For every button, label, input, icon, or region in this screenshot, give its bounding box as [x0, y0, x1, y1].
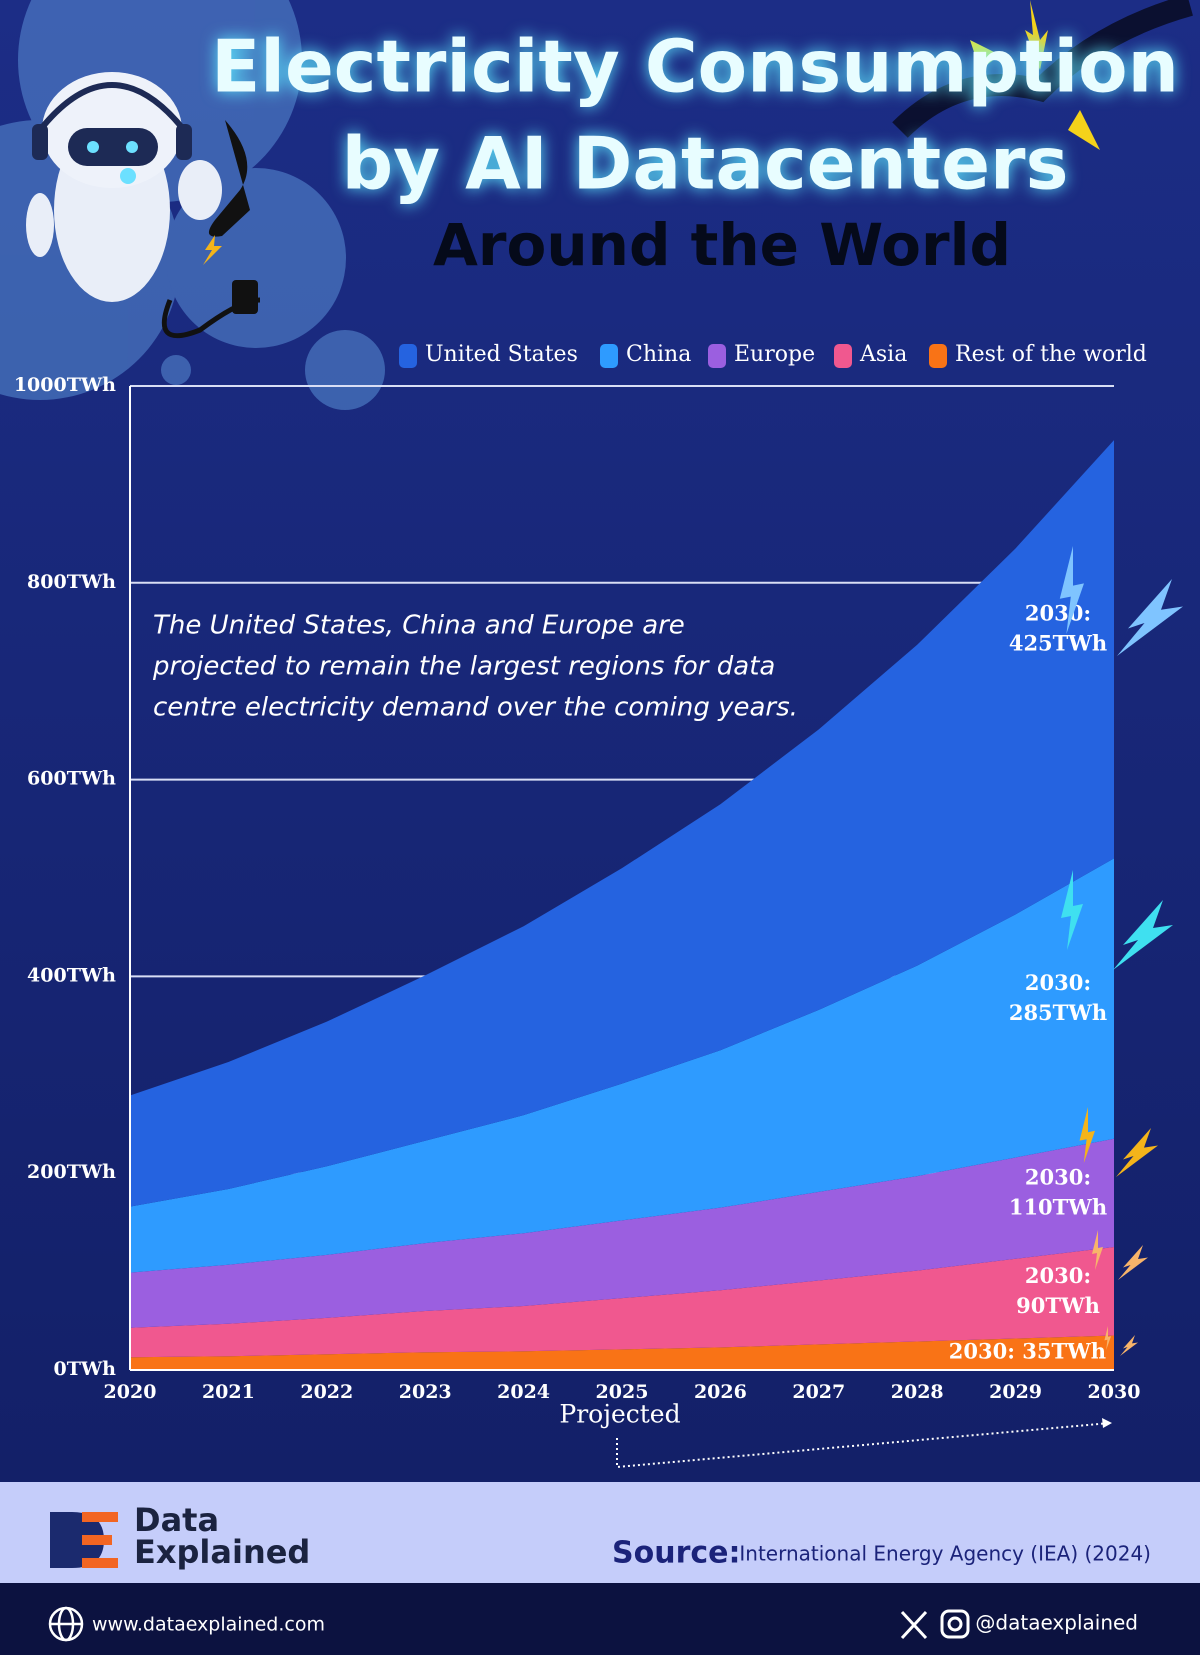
brand-line1: Data	[134, 1501, 219, 1539]
area	[130, 1138, 1114, 1328]
y-tick-label: 1000TWh	[14, 374, 116, 396]
globe-icon	[48, 1606, 84, 1642]
x-tick-label: 2026	[694, 1381, 747, 1403]
title-line1: Electricity Consumption	[211, 25, 1179, 109]
x-tick-label: 2020	[104, 1381, 157, 1403]
end-label: 2030: 35TWh	[949, 1338, 1106, 1363]
x-tick-label: 2023	[399, 1381, 452, 1403]
bolt	[1092, 1230, 1103, 1270]
x-tick-label: 2027	[792, 1381, 845, 1403]
y-tick-label: 600TWh	[27, 768, 116, 790]
legend-swatch	[600, 344, 618, 368]
x-tick-label: 2021	[202, 1381, 255, 1403]
y-tick-label: 200TWh	[27, 1161, 116, 1183]
area	[130, 440, 1114, 1207]
bolt	[1059, 546, 1084, 634]
footer-bar	[0, 1583, 1200, 1655]
projected-label: Projected	[559, 1400, 680, 1429]
x-tick-label: 2029	[989, 1381, 1042, 1403]
y-tick-label: 400TWh	[27, 964, 116, 986]
legend-label: United States	[425, 342, 578, 367]
bolt	[1117, 579, 1183, 656]
bolt	[1061, 870, 1083, 950]
footer-band	[0, 1482, 1200, 1583]
legend-swatch	[834, 344, 852, 368]
end-label: 285TWh	[1009, 1000, 1107, 1025]
end-label: 2030:	[1025, 601, 1091, 626]
note: projected to remain the largest regions …	[152, 652, 775, 682]
subtitle: Around the World	[433, 211, 1011, 279]
x-tick-label: 2030	[1088, 1381, 1141, 1403]
legend-label: Asia	[859, 342, 907, 367]
chart: 0TWh 200TWh 400TWh 600TWh 800TWh 1000TWh 2030:…	[14, 342, 1183, 1429]
x-tick-label: 2025	[596, 1381, 649, 1403]
legend-swatch	[929, 344, 947, 368]
projected-arrow	[616, 1418, 1112, 1469]
brand-line2: Explained	[134, 1533, 310, 1571]
bolt	[1118, 1245, 1148, 1280]
decor-bolts	[892, 0, 1193, 150]
x-tick-label: 2022	[300, 1381, 353, 1403]
area	[130, 858, 1114, 1273]
end-label: 425TWh	[1009, 631, 1107, 656]
end-label: 90TWh	[1016, 1293, 1100, 1318]
note: centre electricity demand over the comin…	[153, 693, 798, 723]
x-tick-label: 2024	[497, 1381, 550, 1403]
bolt	[1104, 1326, 1111, 1350]
social-handle: @dataexplained	[975, 1611, 1138, 1635]
area	[130, 1247, 1114, 1358]
end-label: 2030:	[1025, 970, 1091, 995]
logo-mark	[50, 1512, 118, 1568]
x-tick-label: 2028	[891, 1381, 944, 1403]
end-label: 110TWh	[1009, 1194, 1107, 1219]
source-text: International Energy Agency (IEA) (2024)	[739, 1542, 1151, 1566]
robot	[26, 72, 261, 339]
bolt	[1113, 900, 1173, 970]
legend-swatch	[399, 344, 417, 368]
social-icons	[900, 1609, 970, 1640]
bolt	[1120, 1335, 1138, 1356]
legend-label: Europe	[734, 342, 815, 367]
y-tick-label: 800TWh	[27, 571, 116, 593]
bolt	[1079, 1107, 1095, 1163]
end-label: 2030:	[1025, 1263, 1091, 1288]
y-tick-label: 0TWh	[53, 1358, 116, 1380]
area	[130, 1335, 1114, 1370]
source-label: Source:	[612, 1536, 741, 1571]
end-label: 2030:	[1025, 1164, 1091, 1189]
title-line2: by AI Datacenters	[342, 122, 1069, 206]
website: www.dataexplained.com	[92, 1614, 325, 1636]
legend-swatch	[708, 344, 726, 368]
legend-label: Rest of the world	[955, 342, 1147, 367]
bolt	[1116, 1128, 1158, 1177]
note: The United States, China and Europe are	[153, 611, 685, 641]
legend-label: China	[626, 342, 691, 367]
